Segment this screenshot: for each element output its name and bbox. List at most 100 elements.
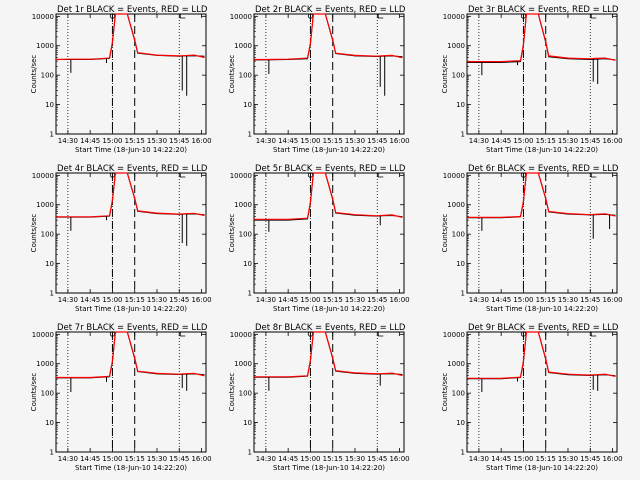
x-tick-label: 15:30 (558, 137, 578, 145)
y-tick-label: 10 (456, 101, 465, 109)
x-tick-label: 15:00 (102, 455, 122, 463)
events-series-line (254, 331, 403, 378)
y-tick-label: 10000 (230, 13, 252, 21)
x-tick-label: 15:00 (300, 455, 320, 463)
plot-frame (466, 172, 618, 294)
x-tick-label: 14:30 (256, 296, 276, 304)
lld-series-line (56, 331, 205, 379)
detector-panel: Det 7r BLACK = Events, RED = LLD 1 10 100 10… (30, 323, 212, 472)
plot-frame (253, 172, 405, 294)
y-axis-label: Counts/sec (228, 214, 236, 253)
detector-panel: Det 9r BLACK = Events, RED = LLD 1 10 100 10… (441, 323, 623, 472)
x-tick-label: 14:45 (80, 296, 100, 304)
x-tick-label: 15:00 (300, 137, 320, 145)
y-tick-label: 10 (456, 260, 465, 268)
plot-frame (253, 331, 405, 453)
y-axis-label: Counts/sec (441, 55, 449, 94)
y-tick-label: 1 (461, 131, 465, 139)
y-tick-label: 1 (461, 449, 465, 457)
x-tick-label: 15:30 (345, 137, 365, 145)
detector-panel: Det 6r BLACK = Events, RED = LLD 1 10 100 10… (441, 164, 623, 313)
y-axis-label: Counts/sec (228, 55, 236, 94)
x-tick-label: 16:00 (602, 137, 622, 145)
marker-symbol (590, 173, 597, 178)
x-tick-label: 14:45 (491, 137, 511, 145)
x-axis-label: Start Time (18-Jun-10 14:22:20) (486, 464, 598, 472)
x-tick-label: 15:15 (536, 137, 556, 145)
y-tick-label: 1 (50, 290, 54, 298)
detector-panel: Det 4r BLACK = Events, RED = LLD 1 10 100 10… (30, 164, 212, 313)
y-tick-label: 10000 (230, 172, 252, 180)
x-tick-label: 14:30 (58, 296, 78, 304)
panel-title: Det 8r BLACK = Events, RED = LLD (255, 323, 406, 333)
y-tick-label: 100 (41, 231, 54, 239)
x-tick-label: 15:45 (367, 137, 387, 145)
y-tick-label: 1000 (36, 360, 54, 368)
y-tick-label: 100 (239, 72, 252, 80)
detector-panel: Det 2r BLACK = Events, RED = LLD 1 10 100 10… (228, 5, 410, 154)
x-axis-label: Start Time (18-Jun-10 14:22:20) (486, 305, 598, 313)
x-tick-label: 15:30 (558, 455, 578, 463)
y-tick-label: 1 (50, 131, 54, 139)
x-tick-label: 15:15 (323, 296, 343, 304)
y-tick-label: 10 (243, 419, 252, 427)
x-tick-label: 15:45 (169, 296, 189, 304)
detector-panel: Det 8r BLACK = Events, RED = LLD 1 10 100 10… (228, 323, 410, 472)
panel-title: Det 7r BLACK = Events, RED = LLD (57, 323, 208, 333)
detector-panel: Det 3r BLACK = Events, RED = LLD 1 10 100 10… (441, 5, 623, 154)
x-tick-label: 14:30 (58, 455, 78, 463)
marker-symbol (377, 173, 384, 178)
x-tick-label: 15:45 (580, 455, 600, 463)
y-axis-label: Counts/sec (228, 373, 236, 412)
plot-frame (253, 13, 405, 135)
y-tick-label: 10000 (443, 331, 465, 339)
y-tick-label: 1000 (234, 42, 252, 50)
y-tick-label: 1 (248, 290, 252, 298)
x-tick-label: 15:30 (147, 455, 167, 463)
x-axis-label: Start Time (18-Jun-10 14:22:20) (273, 464, 385, 472)
plot-frame (55, 13, 207, 135)
x-tick-label: 16:00 (191, 455, 211, 463)
panel-title: Det 1r BLACK = Events, RED = LLD (57, 5, 208, 15)
x-tick-label: 15:15 (125, 137, 145, 145)
x-axis-label: Start Time (18-Jun-10 14:22:20) (75, 146, 187, 154)
x-tick-label: 16:00 (602, 455, 622, 463)
marker-symbol (179, 14, 186, 19)
events-series-line (56, 331, 205, 379)
x-tick-label: 15:45 (367, 296, 387, 304)
x-tick-label: 15:00 (300, 296, 320, 304)
lld-series-line (467, 331, 616, 379)
x-axis-label: Start Time (18-Jun-10 14:22:20) (273, 305, 385, 313)
panel-title: Det 5r BLACK = Events, RED = LLD (255, 164, 406, 174)
y-tick-label: 10 (243, 260, 252, 268)
y-axis-label: Counts/sec (441, 214, 449, 253)
y-tick-label: 100 (452, 390, 465, 398)
events-series-line (467, 13, 616, 63)
x-tick-label: 15:15 (323, 137, 343, 145)
x-tick-label: 15:45 (367, 455, 387, 463)
y-tick-label: 1000 (447, 42, 465, 50)
x-tick-label: 15:30 (147, 296, 167, 304)
panel-title: Det 2r BLACK = Events, RED = LLD (255, 5, 406, 15)
x-tick-label: 15:45 (169, 137, 189, 145)
plot-frame (466, 13, 618, 135)
x-tick-label: 15:30 (345, 455, 365, 463)
y-tick-label: 100 (41, 390, 54, 398)
x-tick-label: 15:45 (580, 137, 600, 145)
x-tick-label: 14:30 (58, 137, 78, 145)
marker-symbol (377, 14, 384, 19)
x-tick-label: 15:45 (169, 455, 189, 463)
y-tick-label: 100 (452, 72, 465, 80)
y-tick-label: 10 (45, 419, 54, 427)
y-tick-label: 10000 (443, 13, 465, 21)
lld-series-line (467, 172, 616, 218)
y-tick-label: 100 (239, 390, 252, 398)
lld-series-line (254, 13, 403, 61)
x-tick-label: 14:45 (278, 455, 298, 463)
x-tick-label: 16:00 (602, 296, 622, 304)
x-tick-label: 15:00 (513, 296, 533, 304)
y-tick-label: 1 (50, 449, 54, 457)
y-tick-label: 10 (456, 419, 465, 427)
y-tick-label: 10 (45, 101, 54, 109)
y-tick-label: 10000 (32, 172, 54, 180)
